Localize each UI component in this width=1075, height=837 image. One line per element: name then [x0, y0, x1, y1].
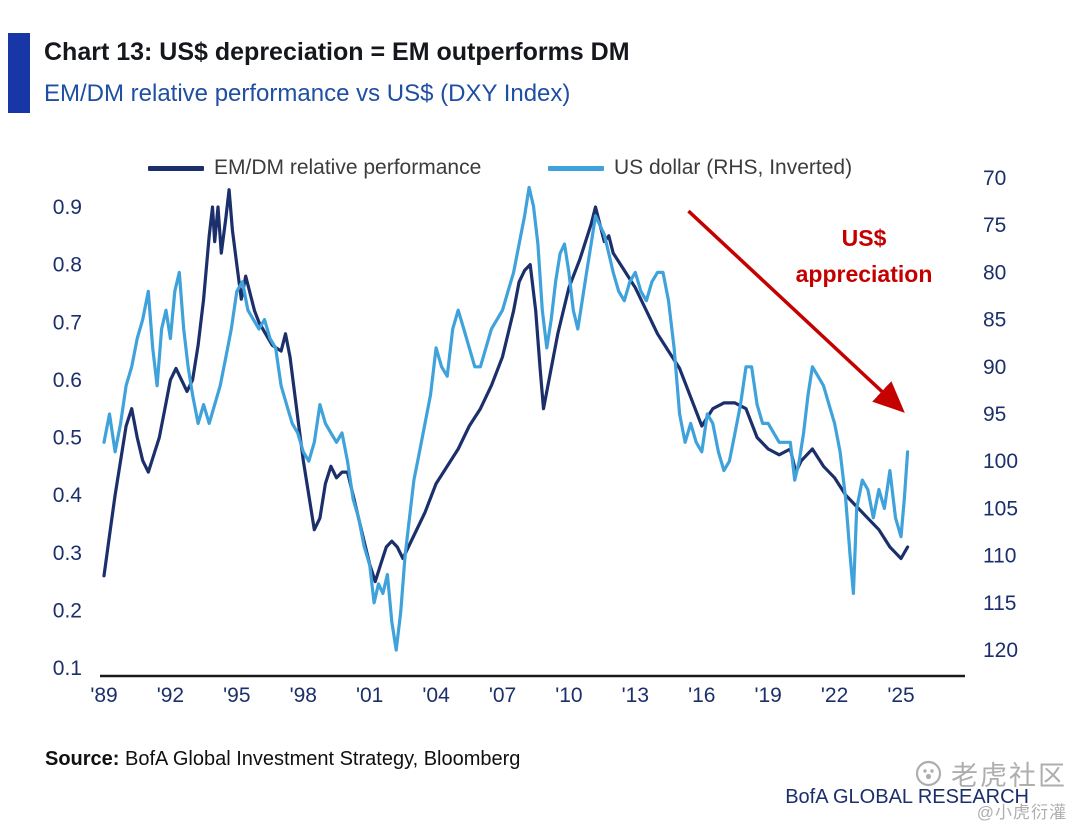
usd-series-line	[102, 185, 910, 652]
legend: EM/DM relative performance US dollar (RH…	[0, 156, 1075, 182]
x-axis-tick-label: '19	[754, 684, 781, 707]
x-axis-tick-label: '89	[90, 684, 117, 707]
legend-item-emdm: EM/DM relative performance	[148, 156, 481, 180]
right-axis-tick-label: 85	[983, 309, 1006, 332]
chart-title: Chart 13: US$ depreciation = EM outperfo…	[44, 38, 630, 66]
brand-line: BofA GLOBAL RESEARCH	[785, 786, 1029, 808]
usd-line-swatch	[548, 165, 604, 171]
legend-item-usd: US dollar (RHS, Inverted)	[548, 156, 852, 180]
x-axis-tick-label: '22	[821, 684, 848, 707]
chart-subtitle: EM/DM relative performance vs US$ (DXY I…	[44, 80, 571, 107]
usd-appreciation-annotation: US$ appreciation	[775, 220, 953, 292]
left-axis-tick-label: 0.2	[53, 599, 82, 622]
annotation-line2: appreciation	[795, 261, 933, 287]
left-axis-tick-label: 0.1	[53, 657, 82, 680]
x-axis-tick-label: '16	[688, 684, 715, 707]
watermark-handle: @小虎衍灌	[976, 803, 1067, 822]
right-axis-tick-label: 90	[983, 356, 1006, 379]
x-axis-tick-label: '25	[887, 684, 914, 707]
accent-bar	[8, 33, 30, 113]
x-axis-tick-label: '98	[290, 684, 317, 707]
legend-label-usd: US dollar (RHS, Inverted)	[614, 156, 853, 179]
x-axis-tick-label: '92	[157, 684, 184, 707]
left-axis-tick-label: 0.4	[53, 484, 83, 507]
right-axis-tick-label: 120	[983, 639, 1018, 662]
right-axis-tick-label: 80	[983, 261, 1006, 284]
x-axis-tick-label: '95	[223, 684, 250, 707]
x-axis-tick-label: '10	[555, 684, 582, 707]
usd-appreciation-arrow	[687, 209, 905, 413]
x-axis-tick-label: '04	[422, 684, 450, 707]
source-label: Source:	[45, 748, 120, 770]
source-note: Source: BofA Global Investment Strategy,…	[45, 748, 520, 771]
left-axis-tick-label: 0.8	[53, 254, 82, 277]
right-axis-tick-label: 70	[983, 167, 1006, 190]
right-axis-tick-label: 75	[983, 214, 1006, 237]
right-axis-tick-label: 95	[983, 403, 1006, 426]
watermark-logo-icon	[915, 760, 942, 787]
right-axis-tick-label: 105	[983, 497, 1018, 520]
legend-label-emdm: EM/DM relative performance	[214, 156, 482, 179]
watermark: 老虎社区 @小虎衍灌	[915, 754, 1067, 823]
left-axis-tick-label: 0.3	[53, 542, 82, 565]
emdm-series-line	[102, 188, 910, 584]
annotation-line1: US$	[841, 225, 887, 251]
emdm-line-swatch	[148, 165, 204, 171]
right-axis-tick-label: 115	[983, 592, 1016, 615]
chart-canvas: 0.9 0.8 0.7 0.6 0.5 0.4 0.3 0.2 0.1 70 75 80 85 90 95 1…	[53, 167, 1018, 707]
right-axis-tick-label: 100	[983, 450, 1018, 473]
x-axis-tick-label: '01	[356, 684, 383, 707]
x-axis-tick-label: '07	[489, 684, 516, 707]
left-axis-tick-label: 0.9	[53, 196, 82, 219]
left-axis-tick-label: 0.5	[53, 427, 82, 450]
source-text: BofA Global Investment Strategy, Bloombe…	[119, 748, 521, 770]
right-axis-tick-label: 110	[983, 545, 1016, 568]
left-axis-tick-label: 0.7	[53, 311, 82, 334]
watermark-community-name: 老虎社区	[951, 761, 1067, 791]
x-axis-tick-label: '13	[622, 684, 649, 707]
left-axis-tick-label: 0.6	[53, 369, 82, 392]
chart-area: 0.9 0.8 0.7 0.6 0.5 0.4 0.3 0.2 0.1 70 75 80 85 90 95 1…	[0, 150, 1075, 730]
